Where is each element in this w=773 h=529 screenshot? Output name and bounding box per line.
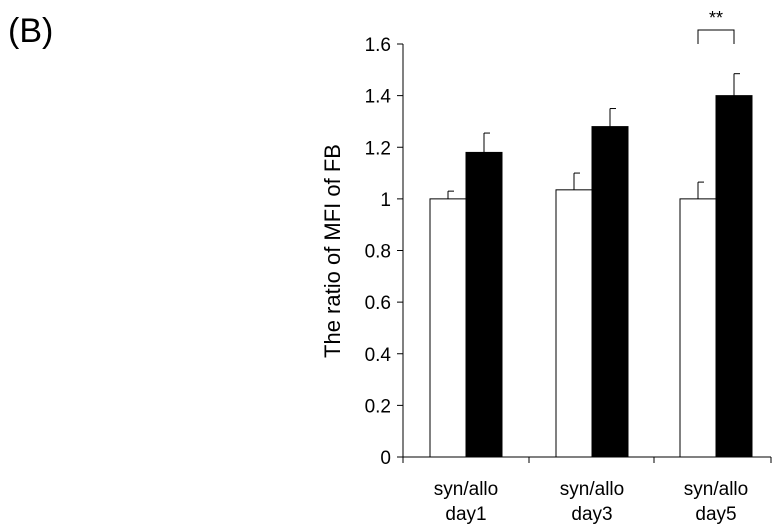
y-axis-title: The ratio of MFI of FB xyxy=(320,144,345,358)
bar-white xyxy=(679,198,717,458)
significance-label: ** xyxy=(709,8,723,28)
x-category-label: syn/allo day1 xyxy=(434,479,498,525)
x-category-label: syn/allo day3 xyxy=(560,479,624,525)
x-category-label: syn/allo day5 xyxy=(684,479,748,525)
y-tick-label: 0 xyxy=(380,448,391,469)
y-tick-label: 0.2 xyxy=(365,396,391,417)
significance-bracket xyxy=(697,29,735,44)
bar-black xyxy=(591,126,629,458)
y-tick-label: 1.4 xyxy=(365,87,392,108)
bar-black xyxy=(715,95,753,458)
y-tick-label: 0.8 xyxy=(365,242,391,263)
bar-black xyxy=(465,151,503,458)
y-tick-label: 1 xyxy=(380,190,391,211)
y-tick-label: 1.6 xyxy=(365,35,391,56)
plot-area: 0 0.2 0.4 0.6 0.8 1 1.2 1.4 1.6 syn/allo day1 syn/a… xyxy=(320,8,772,525)
y-tick-label: 1.2 xyxy=(365,138,391,159)
bar-white xyxy=(555,189,593,458)
panel-label: (B) xyxy=(8,12,54,50)
y-tick-label: 0.6 xyxy=(365,293,391,314)
bar-white xyxy=(429,198,467,458)
y-tick-label: 0.4 xyxy=(365,345,392,366)
